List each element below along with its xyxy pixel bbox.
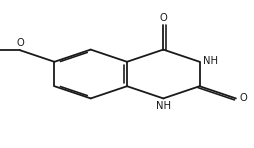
Text: NH: NH	[203, 56, 218, 66]
Text: O: O	[16, 38, 24, 48]
Text: NH: NH	[156, 101, 171, 111]
Text: O: O	[240, 93, 247, 103]
Text: O: O	[160, 13, 167, 23]
